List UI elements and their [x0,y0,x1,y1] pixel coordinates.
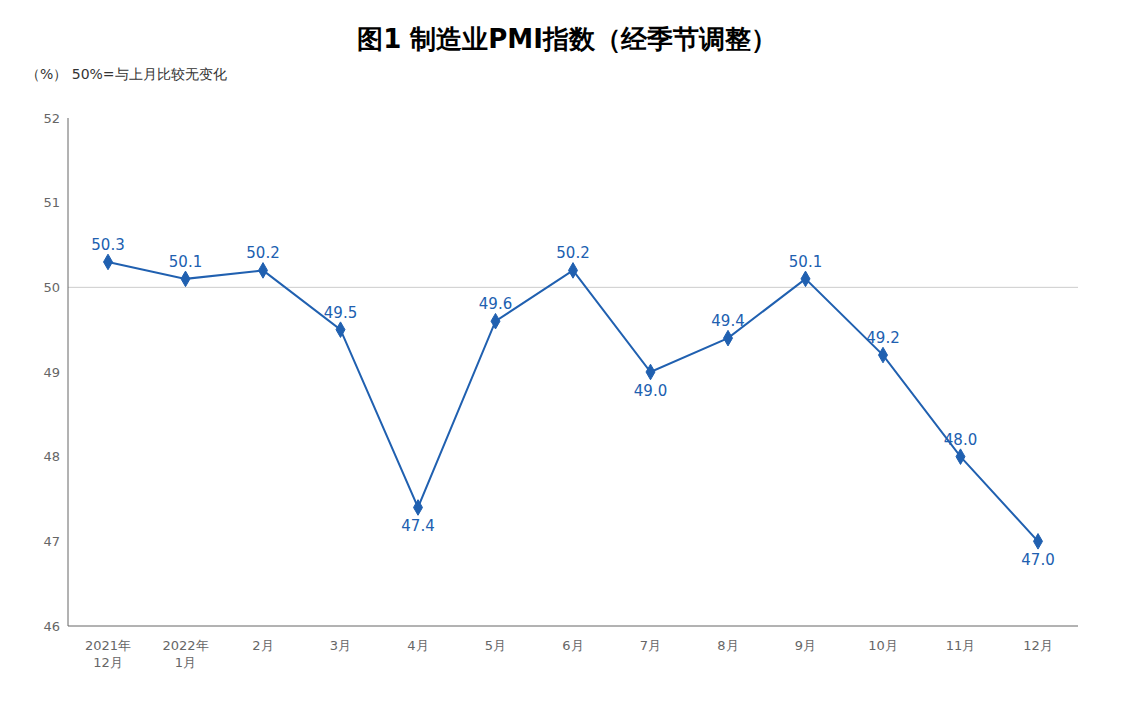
svg-text:50: 50 [43,280,60,295]
svg-text:49.2: 49.2 [866,329,899,347]
svg-text:47: 47 [43,534,60,549]
html-text:（%） 50%=与上月比较无变化: （%） 50%=与上月比较无变化 [26,66,227,82]
svg-text:48: 48 [43,449,60,464]
svg-text:50.3: 50.3 [91,236,124,254]
svg-text:52: 52 [43,111,60,126]
svg-text:50.1: 50.1 [789,253,822,271]
svg-text:8月: 8月 [717,638,738,653]
svg-text:49.5: 49.5 [324,304,357,322]
svg-text:2022年1月: 2022年1月 [162,638,208,670]
svg-text:46: 46 [43,619,60,634]
svg-text:11月: 11月 [946,638,976,653]
svg-text:48.0: 48.0 [944,431,977,449]
svg-text:50.2: 50.2 [246,244,279,262]
html-text:图1 制造业PMI指数（经季节调整）: 图1 制造业PMI指数（经季节调整） [357,24,777,54]
svg-text:7月: 7月 [640,638,661,653]
svg-text:3月: 3月 [330,638,351,653]
svg-text:4月: 4月 [407,638,428,653]
svg-text:2021年12月: 2021年12月 [85,638,131,670]
svg-text:49.0: 49.0 [634,382,667,400]
svg-text:50.2: 50.2 [556,244,589,262]
svg-text:12月: 12月 [1023,638,1053,653]
svg-text:47.0: 47.0 [1021,551,1054,569]
svg-text:2月: 2月 [252,638,273,653]
svg-text:49.6: 49.6 [479,295,512,313]
svg-text:49: 49 [43,365,60,380]
svg-text:49.4: 49.4 [711,312,744,330]
svg-text:51: 51 [43,195,60,210]
svg-text:47.4: 47.4 [401,517,434,535]
svg-text:9月: 9月 [795,638,816,653]
svg-text:10月: 10月 [868,638,898,653]
svg-text:50.1: 50.1 [169,253,202,271]
svg-text:6月: 6月 [562,638,583,653]
svg-text:5月: 5月 [485,638,506,653]
